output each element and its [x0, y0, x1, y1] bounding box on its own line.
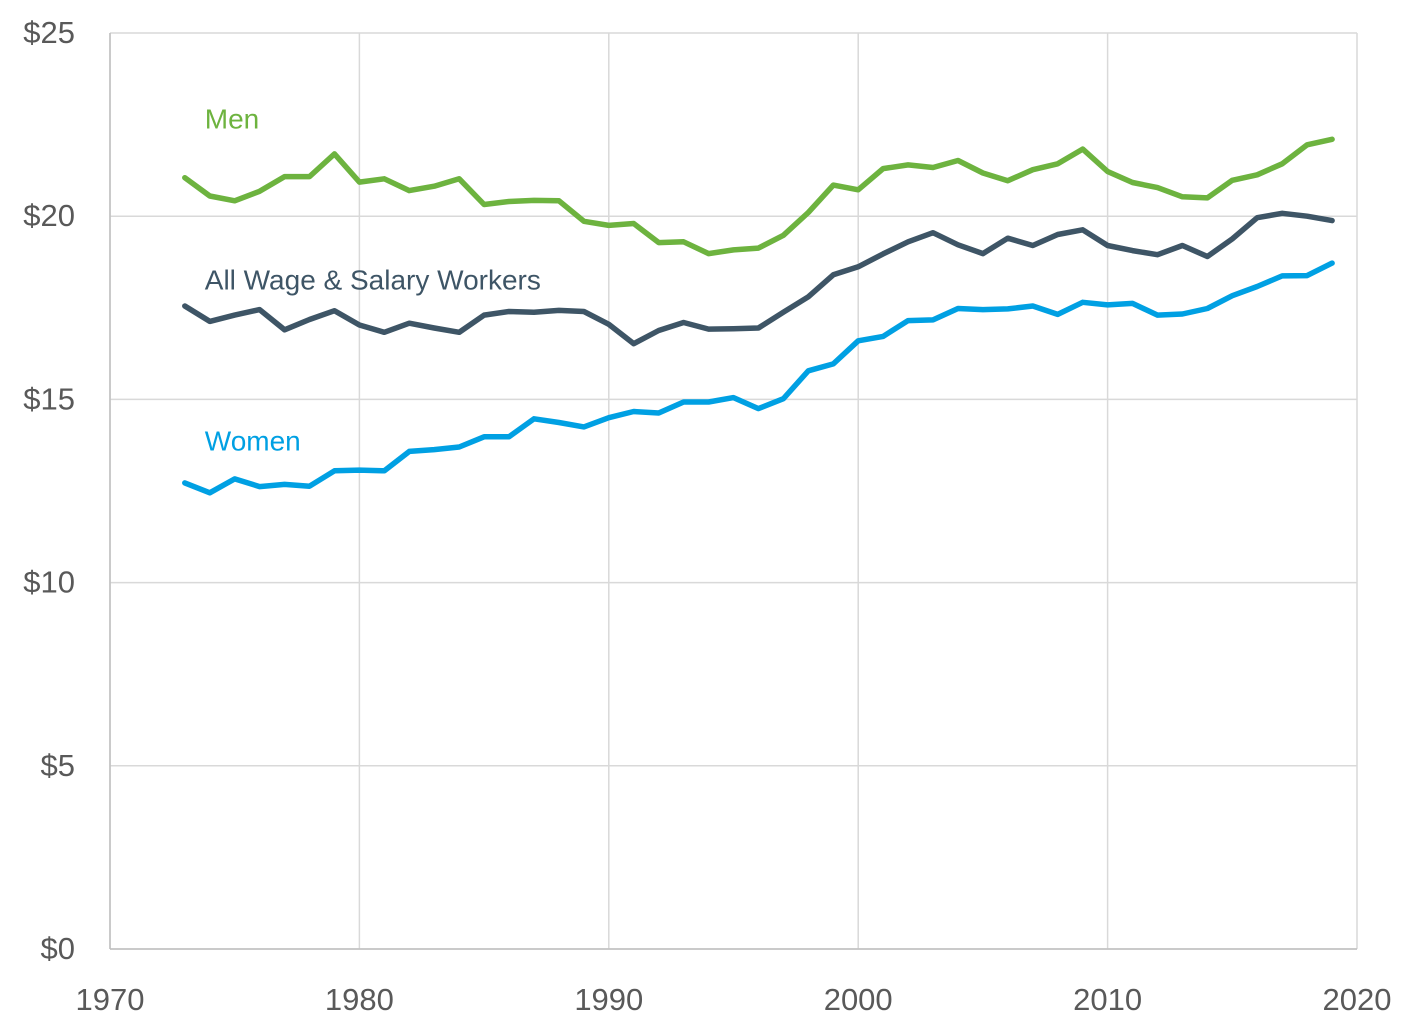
series-label-women: Women: [205, 426, 301, 457]
series-line-all-wage-salary-workers: [182, 210, 1335, 347]
series-line-men: [182, 136, 1335, 257]
y-tick-label: $15: [23, 381, 75, 416]
y-tick-label: $10: [23, 565, 75, 600]
series-label-men: Men: [205, 103, 259, 134]
plot-frame: [109, 33, 1357, 950]
series-lines: [182, 136, 1335, 496]
x-tick-label: 1980: [325, 982, 394, 1017]
y-tick-label: $20: [23, 198, 75, 233]
y-tick-label: $25: [23, 15, 75, 50]
x-tick-label: 1970: [76, 982, 145, 1017]
x-tick-label: 2020: [1323, 982, 1392, 1017]
x-tick-label: 1990: [574, 982, 643, 1017]
y-tick-label: $5: [41, 748, 75, 783]
y-tick-label: $0: [41, 931, 75, 966]
x-axis-ticks: 1970 1980 1990 2000 2010 2020: [76, 982, 1392, 1017]
x-tick-label: 2010: [1073, 982, 1142, 1017]
gridlines: [109, 32, 1358, 950]
y-axis-ticks: $0 $5 $10 $15 $20 $25: [23, 15, 75, 966]
series-label-all-wage-salary-workers: All Wage & Salary Workers: [205, 264, 541, 295]
series-line-women: [182, 260, 1335, 496]
x-tick-label: 2000: [824, 982, 893, 1017]
series-labels: Men All Wage & Salary Workers Women: [205, 103, 541, 456]
